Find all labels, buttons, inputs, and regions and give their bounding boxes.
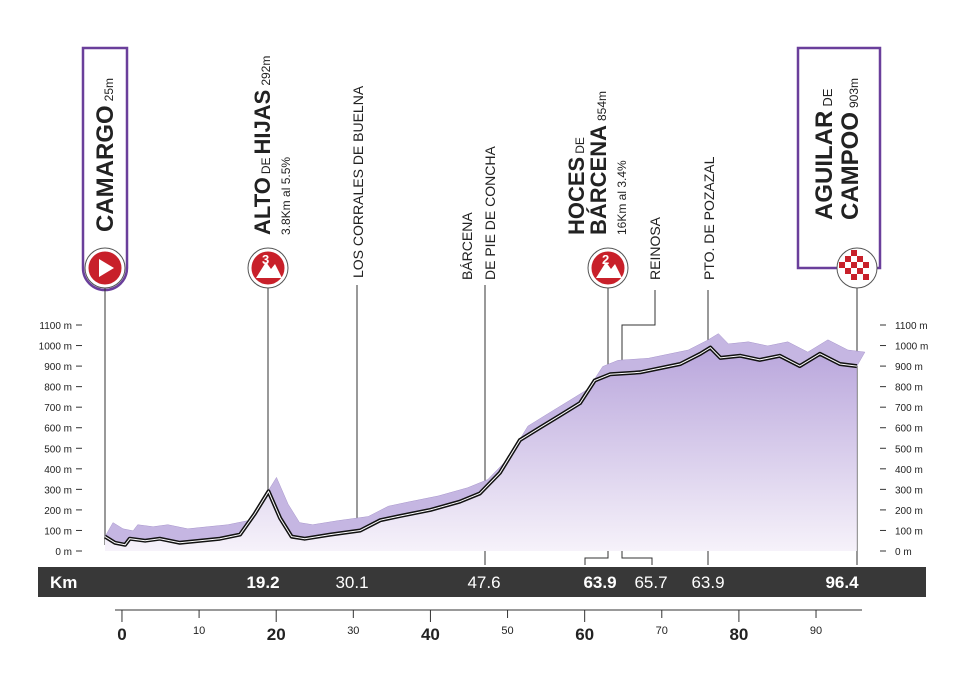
climb-category: 3 [262, 252, 269, 267]
waypoint-name: DE [259, 157, 273, 174]
y-tick-label: 600 m [44, 424, 72, 435]
km-label: 63.9 [583, 573, 616, 592]
waypoint-name: BÁRCENA [586, 125, 611, 235]
y-tick-label: 600 m [895, 424, 923, 435]
start-box [81, 46, 129, 292]
y-tick-label: 500 m [44, 444, 72, 455]
y-tick-label: 300 m [895, 485, 923, 496]
climb-name: ALTO DE HIJAS 292m [250, 56, 275, 235]
climb-detail: 3.8Km al 5.5% [279, 157, 293, 235]
y-tick-label: 1100 m [895, 321, 928, 332]
y-tick-label: 100 m [895, 526, 923, 537]
waypoint-name: ALTO [250, 177, 275, 235]
y-tick-label: 1000 m [895, 342, 928, 353]
waypoint-name: PTO. DE POZAZAL [701, 156, 717, 280]
waypoint-name: REINOSA [647, 216, 663, 280]
waypoint-name: HOCES [564, 157, 589, 235]
waypoint-name: BÁRCENA [459, 212, 475, 280]
y-tick-label: 700 m [895, 403, 923, 414]
start-name: CAMARGO 25m [92, 78, 119, 232]
waypoint-altitude: 854m [595, 91, 609, 121]
y-tick-label: 500 m [895, 444, 923, 455]
x-tick-label: 10 [193, 625, 205, 637]
km-label: 65.7 [634, 573, 667, 592]
y-tick-label: 400 m [44, 465, 72, 476]
y-tick-label: 0 m [895, 547, 912, 558]
y-tick-label: 700 m [44, 403, 72, 414]
y-tick-label: 400 m [895, 465, 923, 476]
climb-name: HOCES DE [564, 137, 589, 235]
waypoint-name: AGUILAR [811, 111, 838, 220]
y-tick-label: 100 m [44, 526, 72, 537]
waypoint-name: HIJAS [250, 90, 275, 155]
elevation-area [105, 347, 857, 551]
y-tick-label: 900 m [895, 362, 923, 373]
start-icon [84, 247, 126, 289]
finish-icon [836, 247, 878, 289]
km-label: 30.1 [335, 573, 368, 592]
y-tick-label: 300 m [44, 485, 72, 496]
x-tick-label: 90 [810, 625, 822, 637]
y-tick-label: 200 m [895, 506, 923, 517]
km-label: 47.6 [467, 573, 500, 592]
km-label: 19.2 [246, 573, 279, 592]
y-tick-label: 800 m [895, 383, 923, 394]
km-label: 96.4 [825, 573, 859, 592]
finish-name: CAMPOO 903m [837, 78, 864, 220]
guide-lines [104, 285, 858, 565]
climb-category: 2 [602, 252, 609, 267]
waypoint-name: DE [820, 88, 835, 106]
y-tick-label: 1100 m [39, 321, 72, 332]
waypoint-name: DE [573, 137, 587, 154]
km-strip [38, 567, 926, 597]
x-tick-label: 30 [347, 625, 359, 637]
waypoint-altitude: 25m [102, 78, 116, 101]
x-tick-label: 70 [656, 625, 668, 637]
climb-detail: 16Km al 3.4% [615, 160, 629, 235]
y-tick-label: 900 m [44, 362, 72, 373]
climb-icon: 2 [587, 247, 629, 289]
waypoint-name: CAMARGO [92, 105, 119, 232]
waypoint-altitude: 903m [847, 78, 861, 108]
x-tick-label: 60 [575, 625, 594, 644]
finish-name: AGUILAR DE [811, 88, 838, 220]
climb-name: BÁRCENA 854m [586, 91, 611, 235]
x-tick-label: 0 [117, 625, 126, 644]
x-tick-label: 50 [501, 625, 513, 637]
y-tick-label: 800 m [44, 383, 72, 394]
waypoint-name: DE PIE DE CONCHA [482, 146, 498, 280]
waypoint-altitude: 292m [259, 56, 273, 86]
km-label: 63.9 [691, 573, 724, 592]
x-tick-label: 20 [267, 625, 286, 644]
y-tick-label: 0 m [55, 547, 72, 558]
finish-box [796, 46, 882, 270]
elevation-line-highlight [104, 346, 857, 546]
km-title: Km [50, 573, 77, 592]
climb-icon: 3 [247, 247, 289, 289]
y-tick-label: 200 m [44, 506, 72, 517]
waypoint-name: CAMPOO [837, 112, 864, 220]
x-tick-label: 80 [729, 625, 748, 644]
y-tick-label: 1000 m [39, 342, 72, 353]
x-tick-label: 40 [421, 625, 440, 644]
waypoint-name: LOS CORRALES DE BUELNA [350, 85, 366, 278]
